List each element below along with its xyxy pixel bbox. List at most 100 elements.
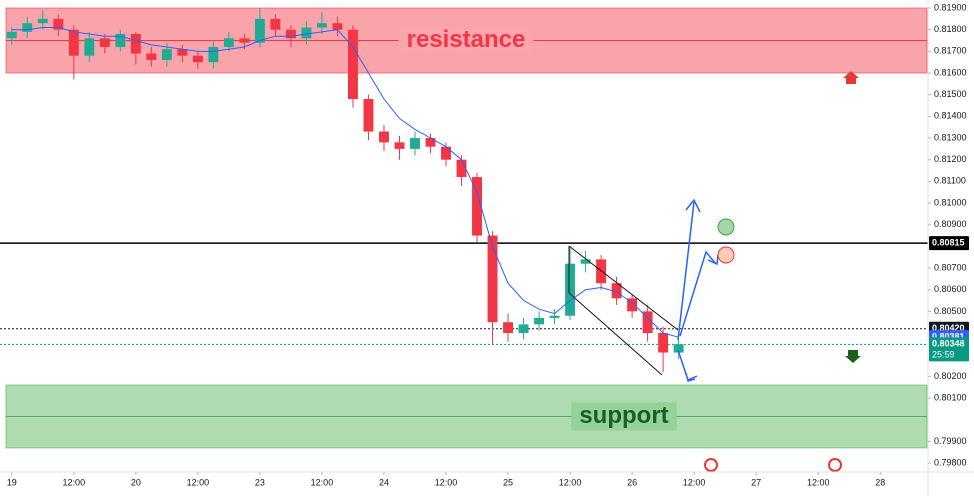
zone-label: support (579, 402, 668, 429)
candle-body (487, 235, 498, 323)
moving-average (11, 27, 679, 338)
drawings (568, 71, 861, 472)
y-tick-label: 0.80500 (934, 306, 967, 316)
price-label-bg (929, 337, 969, 362)
candle-body (177, 49, 188, 56)
candle-body (130, 34, 141, 54)
x-tick-label: 26 (627, 477, 637, 487)
candle-body (580, 259, 591, 264)
candle-body (99, 38, 110, 48)
y-tick-label: 0.80200 (934, 371, 967, 381)
x-tick-label: 28 (875, 477, 885, 487)
countdown: 25:59 (932, 350, 955, 360)
candle-body (208, 47, 219, 63)
candle-body (456, 159, 467, 178)
zone-label: resistance (407, 26, 526, 53)
price-label: 0.80348 (932, 339, 965, 349)
candle-body (239, 38, 250, 43)
price-label: 0.80815 (932, 238, 965, 248)
x-tick-label: 20 (131, 477, 141, 487)
y-tick-label: 0.81100 (934, 176, 966, 186)
x-tick-label: 24 (379, 477, 389, 487)
x-tick-label: 25 (503, 477, 513, 487)
x-tick-label: 12:00 (435, 477, 458, 487)
scenario-arrow (679, 250, 719, 337)
scenario-arrow (677, 198, 701, 341)
candle-body (161, 49, 172, 61)
candle-body (37, 18, 48, 24)
target-circle (717, 246, 735, 264)
candle-body (332, 23, 343, 30)
price-axis-bg (929, 0, 974, 471)
candle-body (6, 31, 17, 39)
candle-body (53, 18, 64, 30)
y-tick-label: 0.79800 (934, 457, 967, 467)
candle-body (254, 18, 265, 43)
y-tick-label: 0.80100 (934, 392, 967, 402)
candle-body (115, 34, 126, 48)
candle-body (22, 23, 33, 32)
channel-line (568, 292, 663, 376)
zones: resistance support (5, 7, 928, 449)
y-tick-label: 0.80900 (934, 219, 967, 229)
price-label: 0.80420 (932, 323, 965, 333)
candle-body (611, 283, 622, 299)
candle-body (348, 29, 358, 100)
candle-body (425, 138, 436, 147)
y-tick-label: 0.81600 (934, 67, 967, 77)
y-tick-label: 0.81800 (934, 24, 967, 34)
candle-body (658, 333, 669, 353)
x-tick-label: 12:00 (559, 477, 582, 487)
zone-label-bg (571, 402, 677, 431)
price-label: 0.80381 (932, 332, 965, 342)
candle-body (518, 324, 529, 334)
price-label-bg (929, 236, 969, 251)
candle-body (534, 317, 545, 325)
candle-body (270, 18, 281, 30)
candle-body (363, 99, 374, 132)
target-circle (717, 218, 735, 236)
candle-body (627, 298, 638, 312)
x-tick-label: 12:00 (187, 477, 210, 487)
x-tick-label: 12:00 (683, 477, 706, 487)
y-tick-label: 0.81900 (934, 2, 967, 12)
candle-body (549, 315, 560, 318)
candle-body (223, 38, 234, 48)
event-icon (704, 458, 718, 472)
plot (0, 8, 928, 373)
candle-body (503, 322, 514, 334)
y-tick-label: 0.79900 (934, 436, 967, 446)
scenario-arrow (677, 349, 698, 382)
y-tick-label: 0.81300 (934, 132, 967, 142)
x-tick-label: 23 (255, 477, 265, 487)
candle-body (673, 344, 684, 353)
zone-label-bg (398, 26, 534, 55)
x-tick-label: 12:00 (311, 477, 334, 487)
candle-body (379, 131, 389, 143)
up-arrow-icon (843, 71, 859, 84)
candle-body (441, 146, 451, 160)
candle-body (642, 311, 653, 334)
candle-body (146, 53, 157, 61)
y-tick-label: 0.81700 (934, 46, 967, 56)
y-tick-label: 0.81000 (934, 197, 967, 207)
y-tick-label: 0.81400 (934, 111, 967, 121)
candle-body (68, 29, 79, 56)
candle-body (472, 177, 482, 236)
axes: 0.81900 0.81800 0.81700 0.81600 0.81500 0.814… (7, 0, 974, 487)
y-tick-label: 0.81500 (934, 89, 967, 99)
down-arrow-icon (845, 350, 861, 363)
x-tick-label: 12:00 (63, 477, 86, 487)
y-tick-label: 0.81200 (934, 154, 967, 164)
event-icon (828, 458, 842, 472)
candle-body (394, 142, 405, 149)
candle-body (410, 138, 420, 149)
x-tick-label: 12:00 (807, 477, 830, 487)
candle-body (84, 38, 95, 56)
candle-body (285, 29, 296, 39)
candle-body (192, 55, 203, 63)
y-tick-label: 0.80600 (934, 284, 967, 294)
x-tick-label: 19 (7, 477, 17, 487)
